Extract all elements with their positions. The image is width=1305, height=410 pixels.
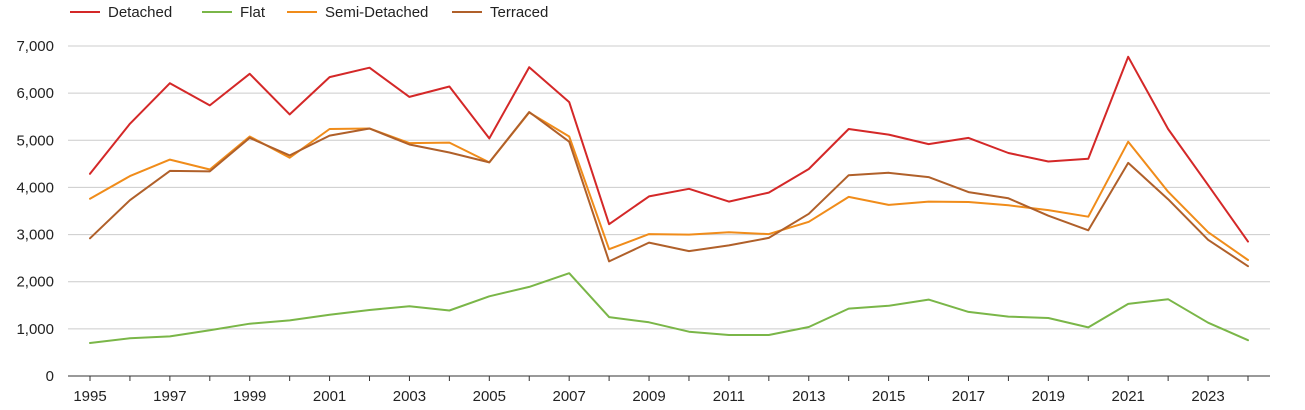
- x-tick-label: 2011: [713, 388, 745, 405]
- y-gridlines: [68, 45, 1270, 330]
- x-tick-label: 2019: [1032, 388, 1065, 405]
- x-tick-label: 2021: [1112, 388, 1145, 405]
- y-axis-tick-labels: 0 1,000 2,000 3,000 4,000 5,000 6,000 7,000: [16, 38, 54, 385]
- x-tick-label: 1995: [73, 388, 106, 405]
- y-tick-label: 1,000: [16, 321, 54, 338]
- y-tick-label: 7,000: [16, 38, 54, 55]
- series-line-semi-detached: [89, 111, 1249, 261]
- legend-item-semi-detached: Semi-Detached: [287, 4, 428, 21]
- y-tick-label: 3,000: [16, 227, 54, 244]
- x-axis-ticks: 1995 1997 1999 2001 2003 2005 2007 2009 2011 2013…: [73, 376, 1249, 405]
- y-tick-label: 5,000: [16, 132, 54, 149]
- x-tick-label: 2015: [872, 388, 905, 405]
- legend-label: Terraced: [490, 4, 548, 21]
- legend-item-flat: Flat: [202, 4, 266, 21]
- x-tick-label: 2017: [952, 388, 985, 405]
- legend-item-detached: Detached: [70, 4, 172, 21]
- x-tick-label: 2009: [632, 388, 665, 405]
- x-tick-label: 2001: [313, 388, 346, 405]
- y-tick-label: 4,000: [16, 179, 54, 196]
- y-tick-label: 6,000: [16, 85, 54, 102]
- series-line-terraced: [89, 111, 1249, 268]
- x-tick-label: 2007: [552, 388, 585, 405]
- y-tick-label: 0: [46, 368, 54, 385]
- x-tick-label: 1999: [233, 388, 266, 405]
- x-tick-label: 1997: [153, 388, 186, 405]
- x-tick-label: 2013: [792, 388, 825, 405]
- x-tick-label: 2023: [1191, 388, 1224, 405]
- y-tick-label: 2,000: [16, 274, 54, 291]
- legend: Detached Flat Semi-Detached Terraced: [70, 4, 548, 21]
- x-tick-label: 2003: [393, 388, 426, 405]
- legend-label: Flat: [240, 4, 266, 21]
- x-tick-label: 2005: [473, 388, 506, 405]
- series-line-flat: [89, 272, 1249, 344]
- series-lines: [89, 55, 1249, 344]
- legend-label: Semi-Detached: [325, 4, 428, 21]
- legend-item-terraced: Terraced: [452, 4, 548, 21]
- series-line-detached: [89, 55, 1249, 243]
- legend-label: Detached: [108, 4, 172, 21]
